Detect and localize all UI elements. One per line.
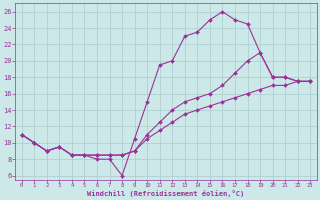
- X-axis label: Windchill (Refroidissement éolien,°C): Windchill (Refroidissement éolien,°C): [87, 190, 244, 197]
